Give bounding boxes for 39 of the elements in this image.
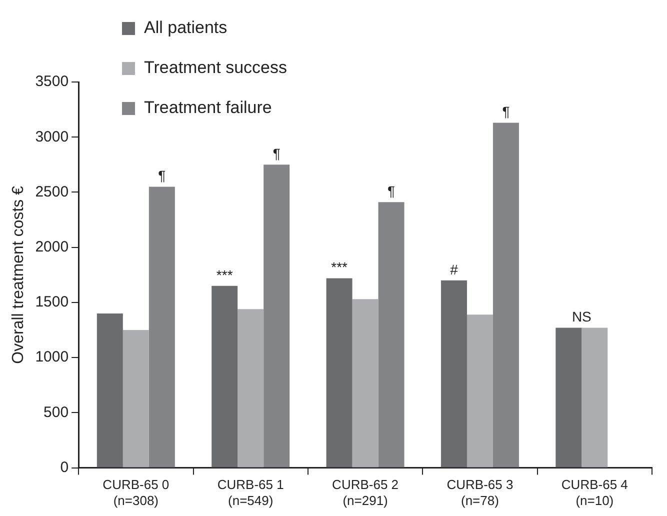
legend-label: Treatment success (144, 58, 287, 78)
x-tick-label: CURB-65 2 (n=291) (332, 477, 399, 508)
bar (492, 122, 519, 468)
y-axis-title: Overall treatment costs € (10, 186, 28, 364)
y-tick-label: 1500 (35, 294, 69, 311)
y-tick-label: 3500 (35, 73, 69, 90)
bar (96, 313, 123, 468)
x-tick-label: CURB-65 0 (n=308) (102, 477, 170, 508)
y-tick-label: 500 (44, 404, 69, 421)
x-tick-label: CURB-65 3 (n=78) (446, 477, 514, 508)
y-tick-label: 1000 (35, 348, 69, 366)
y-tick-label: 0 (60, 458, 69, 476)
legend-label: All patients (144, 18, 228, 38)
bar (378, 202, 404, 468)
bar (440, 280, 467, 468)
data-label: *** (331, 259, 348, 276)
bar (264, 164, 290, 468)
data-label: # (450, 261, 458, 278)
data-label: ¶ (502, 104, 510, 120)
y-tick-label: 2500 (35, 183, 69, 200)
bar (582, 328, 608, 468)
data-label: ¶ (272, 146, 280, 162)
bar (122, 330, 149, 468)
legend-label: Treatment failure (144, 98, 272, 118)
x-tick-label: CURB-65 4 (n=10) (561, 477, 628, 508)
data-label: ¶ (388, 183, 396, 200)
bar (238, 309, 264, 468)
data-label: ¶ (158, 168, 166, 184)
y-tick-label: 3000 (35, 128, 69, 146)
bar (148, 186, 175, 468)
bar (466, 314, 493, 468)
data-label: *** (216, 266, 234, 283)
x-tick-label: CURB-65 1 (n=549) (217, 477, 284, 508)
bar (212, 286, 238, 468)
annotation: NS (572, 308, 592, 325)
bar (352, 299, 378, 468)
bar (326, 278, 352, 468)
y-tick-label: 2000 (35, 238, 69, 256)
bar (556, 328, 582, 468)
